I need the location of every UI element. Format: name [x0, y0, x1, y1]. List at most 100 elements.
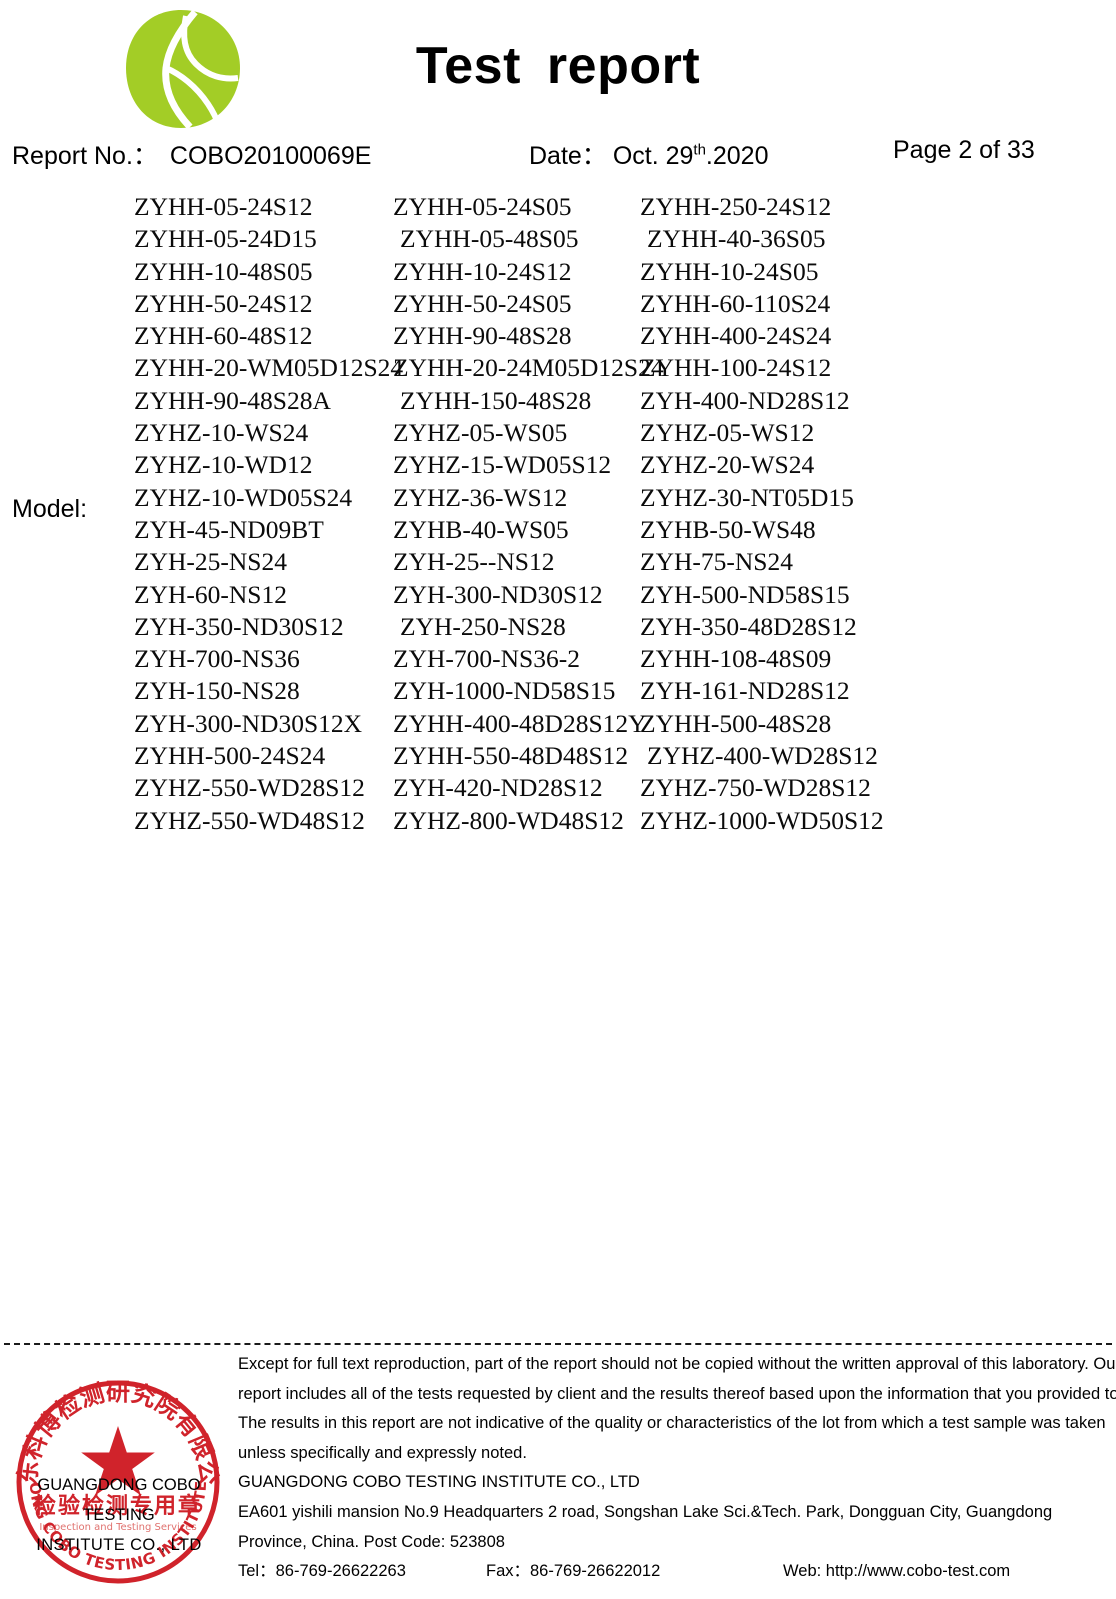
model-code: ZYHZ-400-WD28S12: [647, 741, 878, 771]
report-date: Date： Oct. 29th.2020: [529, 136, 768, 172]
model-code: ZYH-500-ND58S15: [640, 579, 850, 609]
model-code: ZYHZ-800-WD48S12: [393, 805, 624, 835]
seal-company-overlay: GUANGDONG COBO TESTING INSTITUTE CO., LT…: [6, 1470, 232, 1560]
model-code: ZYHH-400-24S24: [640, 321, 832, 351]
model-row: ZYH-350-ND30S12 ZYH-250-NS28 ZYH-350-48D28…: [0, 611, 1116, 643]
title-word-1: Test: [415, 37, 521, 95]
svg-text:Inspection and Testing Service: Inspection and Testing Services: [39, 1522, 196, 1533]
model-row: ZYHH-500-24S24 ZYHH-550-48D48S12 ZYHZ-400-…: [0, 740, 1116, 772]
model-code: ZYH-1000-ND58S15: [393, 676, 616, 706]
disclaimer-line-4: unless specifically and expressly noted.: [238, 1443, 527, 1462]
model-code: ZYHH-10-24S12: [393, 256, 572, 286]
model-code: ZYH-700-NS36: [134, 644, 300, 674]
model-code: ZYH-25-NS24: [134, 547, 287, 577]
model-code: ZYHZ-10-WD05S24: [134, 482, 353, 512]
model-code: ZYHH-60-110S24: [640, 288, 831, 318]
model-code: ZYH-700-NS36-2: [393, 644, 580, 674]
model-row: ZYHH-10-48S05 ZYHH-10-24S12 ZYHH-10-24S05: [0, 256, 1116, 288]
model-code: ZYH-150-NS28: [134, 676, 300, 706]
seal-company-line2: INSTITUTE CO., LTD: [36, 1536, 202, 1554]
report-number: Report No.： COBO20100069E: [12, 136, 371, 172]
report-date-ordinal: th: [693, 141, 706, 159]
model-code: ZYHH-40-36S05: [647, 224, 826, 254]
model-code: ZYHH-500-48S28: [640, 708, 832, 738]
model-code: ZYHZ-30-NT05D15: [640, 482, 854, 512]
model-code: ZYHH-20-WM05D12S24: [134, 353, 404, 383]
model-row: ZYHZ-10-WD05S24 ZYHZ-36-WS12 ZYHZ-30-NT05D…: [0, 482, 1116, 514]
model-code: ZYHZ-1000-WD50S12: [640, 805, 884, 835]
footer-web[interactable]: Web: http://www.cobo-test.com: [783, 1562, 1011, 1581]
footer-company-name: GUANGDONG COBO TESTING INSTITUTE CO., LT…: [238, 1473, 640, 1492]
footer-fax: Fax：86-769-26622012: [486, 1562, 661, 1581]
model-code: ZYHZ-550-WD48S12: [134, 805, 365, 835]
report-header-row: Report No.： COBO20100069E Date： Oct. 29th.…: [0, 136, 1116, 170]
model-code: ZYHH-500-24S24: [134, 741, 326, 771]
model-code: ZYH-250-NS28: [400, 611, 566, 641]
footer-address-line-1: EA601 yishili mansion No.9 Headquarters …: [238, 1502, 1053, 1521]
seal-company-line1: GUANGDONG COBO TESTING: [37, 1476, 201, 1524]
disclaimer-line-2: report includes all of the tests request…: [238, 1384, 1116, 1403]
model-code: ZYHZ-10-WS24: [134, 418, 309, 448]
model-code: ZYHZ-05-WS05: [393, 418, 568, 448]
model-code: ZYH-161-ND28S12: [640, 676, 850, 706]
report-date-label: Date：: [529, 142, 607, 170]
model-code: ZYHH-10-24S05: [640, 256, 819, 286]
model-code: ZYH-420-ND28S12: [393, 773, 603, 803]
model-row: ZYHZ-10-WS24 ZYHZ-05-WS05 ZYHZ-05-WS12: [0, 417, 1116, 449]
model-row: ZYHH-60-48S12 ZYHH-90-48S28 ZYHH-400-24S24: [0, 320, 1116, 352]
cobo-green-leaf-logo-icon: [118, 8, 246, 130]
footer-tel: Tel：86-769-26622263: [238, 1562, 406, 1581]
model-code: ZYHH-250-24S12: [640, 192, 832, 221]
model-code: ZYHZ-05-WS12: [640, 418, 815, 448]
model-code: ZYHH-550-48D48S12: [393, 741, 629, 771]
model-row: ZYH-700-NS36 ZYH-700-NS36-2 ZYHH-108-48S09: [0, 643, 1116, 675]
model-code: ZYHZ-36-WS12: [393, 482, 568, 512]
model-row: ZYHH-05-24D15 ZYHH-05-48S05 ZYHH-40-36S05: [0, 223, 1116, 255]
model-code: ZYH-75-NS24: [640, 547, 793, 577]
red-circular-inspection-stamp-icon: 广东科博检测研究院有限公司 检验检测专用章 Inspection and Tes…: [14, 1378, 222, 1586]
model-code: ZYHB-50-WS48: [640, 514, 816, 544]
model-code: ZYHH-150-48S28: [400, 385, 592, 415]
model-row: ZYHH-05-24S12 ZYHH-05-24S05 ZYHH-250-24S12: [0, 191, 1116, 223]
model-row: ZYHZ-10-WD12 ZYHZ-15-WD05S12 ZYHZ-20-WS24: [0, 449, 1116, 481]
model-row: ZYHZ-550-WD48S12 ZYHZ-800-WD48S12 ZYHZ-100…: [0, 805, 1116, 837]
model-code: ZYHZ-750-WD28S12: [640, 773, 871, 803]
model-code: ZYHH-100-24S12: [640, 353, 832, 383]
model-code: ZYHH-50-24S12: [134, 288, 313, 318]
disclaimer-line-1: Except for full text reproduction, part …: [238, 1355, 1116, 1373]
model-row: ZYH-25-NS24 ZYH-25--NS12 ZYH-75-NS24: [0, 546, 1116, 578]
report-number-value: COBO20100069E: [169, 142, 372, 170]
page-number: Page 2 of 33: [893, 136, 1035, 164]
model-code: ZYH-60-NS12: [134, 579, 287, 609]
model-code: ZYHH-05-24D15: [134, 224, 317, 254]
model-code: ZYHH-90-48S28A: [134, 385, 331, 415]
model-row: ZYHH-50-24S12 ZYHH-50-24S05 ZYHH-60-110S24: [0, 288, 1116, 320]
footer-divider: [4, 1343, 1112, 1345]
model-code: ZYHH-400-48D28S12Y: [393, 708, 647, 738]
report-number-label: Report No.：: [12, 142, 158, 170]
model-row: ZYH-60-NS12 ZYH-300-ND30S12 ZYH-500-ND58S1…: [0, 579, 1116, 611]
model-code: ZYHH-90-48S28: [393, 321, 572, 351]
model-code: ZYHZ-550-WD28S12: [134, 773, 365, 803]
model-code: ZYH-45-ND09BT: [134, 514, 324, 544]
model-code: ZYHH-10-48S05: [134, 256, 313, 286]
title-word-2: report: [546, 37, 701, 95]
model-code: ZYHH-05-48S05: [400, 224, 579, 254]
model-row: ZYHH-90-48S28A ZYHH-150-48S28 ZYH-400-ND28…: [0, 385, 1116, 417]
svg-text:检验检测专用章: 检验检测专用章: [34, 1493, 202, 1519]
model-row: ZYHZ-550-WD28S12 ZYH-420-ND28S12 ZYHZ-750-…: [0, 772, 1116, 804]
report-date-value: Oct. 29: [612, 142, 694, 170]
model-row: ZYH-300-ND30S12X ZYHH-400-48D28S12Y ZYHH-5…: [0, 708, 1116, 740]
page-title: Test report: [0, 36, 1116, 96]
footer-text-block: Except for full text reproduction, part …: [238, 1350, 1116, 1587]
model-code: ZYH-300-ND30S12: [393, 579, 603, 609]
model-row: ZYHH-20-WM05D12S24 ZYHH-20-24M05D12S24 ZYH…: [0, 352, 1116, 384]
footer-contact-row: Tel：86-769-26622263 Fax：86-769-26622012 …: [238, 1557, 1094, 1587]
model-code: ZYHH-05-24S05: [393, 192, 572, 221]
model-code: ZYH-400-ND28S12: [640, 385, 850, 415]
disclaimer-line-3: The results in this report are not indic…: [238, 1414, 1106, 1433]
model-list: ZYHH-05-24S12 ZYHH-05-24S05 ZYHH-250-24S12…: [0, 191, 1116, 837]
model-code: ZYH-25--NS12: [393, 547, 555, 577]
model-code: ZYHZ-15-WD05S12: [393, 450, 612, 480]
